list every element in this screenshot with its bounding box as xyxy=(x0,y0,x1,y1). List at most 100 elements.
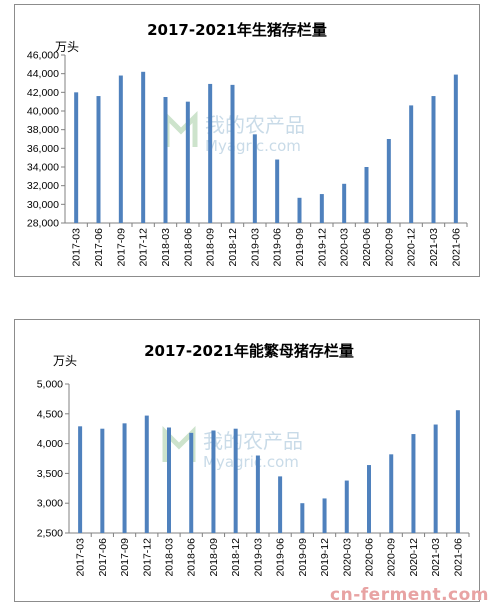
bar xyxy=(189,432,194,533)
y-tick-label: 34,000 xyxy=(27,162,59,174)
bar xyxy=(278,476,283,533)
bar xyxy=(163,97,168,223)
x-tick-label: 2021-06 xyxy=(452,538,464,577)
x-tick-label: 2019-12 xyxy=(316,228,328,267)
bar xyxy=(297,197,302,223)
chart-title: 2017-2021年能繁母猪存栏量 xyxy=(144,342,354,360)
watermark-en: Myagric.com xyxy=(203,453,299,471)
x-tick-label: 2019-06 xyxy=(272,228,284,267)
bar xyxy=(275,159,280,223)
y-tick-label: 3,000 xyxy=(37,498,63,510)
bar xyxy=(208,83,213,223)
x-tick-label: 2020-03 xyxy=(339,228,351,267)
x-tick-label: 2017-06 xyxy=(93,228,105,267)
chart-panel-pig-inventory: 2017-2021年生猪存栏量 万头 我的农产品 Myagric.com 28,… xyxy=(14,4,480,277)
bar xyxy=(78,426,83,533)
x-tick-label: 2021-03 xyxy=(428,228,440,267)
x-tick-label: 2020-12 xyxy=(406,228,418,267)
watermark-cn: 我的农产品 xyxy=(205,113,305,137)
x-tick-label: 2018-12 xyxy=(230,538,242,577)
y-tick-label: 30,000 xyxy=(27,199,59,211)
x-tick-label: 2018-06 xyxy=(182,228,194,267)
bar xyxy=(252,134,257,223)
y-tick-label: 40,000 xyxy=(27,106,59,118)
x-tick-label: 2019-09 xyxy=(294,228,306,267)
bar xyxy=(322,498,327,533)
bar xyxy=(211,430,216,533)
x-tick-label: 2020-09 xyxy=(383,228,395,267)
bar xyxy=(230,84,235,223)
x-tick-label: 2020-06 xyxy=(364,538,376,577)
x-tick-label: 2017-12 xyxy=(138,228,150,267)
y-tick-label: 38,000 xyxy=(27,124,59,136)
unit-label: 万头 xyxy=(55,40,79,54)
x-tick-label: 2017-06 xyxy=(97,538,109,577)
x-tick-label: 2019-06 xyxy=(275,538,287,577)
bar xyxy=(455,410,460,533)
x-tick-label: 2020-09 xyxy=(386,538,398,577)
bar xyxy=(167,427,171,533)
watermark: 我的农产品 Myagric.com xyxy=(162,425,303,471)
chart-panel-sow-inventory: 2017-2021年能繁母猪存栏量 万头 我的农产品 Myagric.com 2… xyxy=(14,319,480,602)
bar xyxy=(342,183,347,223)
unit-label: 万头 xyxy=(53,354,77,368)
y-tick-label: 3,500 xyxy=(37,468,63,480)
bar xyxy=(122,423,127,533)
bar xyxy=(344,480,349,533)
y-tick-label: 28,000 xyxy=(27,218,59,230)
chart-title: 2017-2021年生猪存栏量 xyxy=(147,21,327,39)
bar xyxy=(433,424,438,533)
x-tick-label: 2021-03 xyxy=(430,538,442,577)
bar xyxy=(411,434,416,533)
bar xyxy=(364,167,369,223)
y-tick-label: 44,000 xyxy=(27,68,59,80)
x-tick-label: 2018-09 xyxy=(205,228,217,267)
bar xyxy=(255,455,260,533)
watermark-cn: 我的农产品 xyxy=(203,429,303,453)
bar xyxy=(386,139,391,223)
bar xyxy=(74,92,79,223)
x-tick-label: 2021-06 xyxy=(450,228,462,267)
bar xyxy=(144,415,149,533)
bar xyxy=(96,96,101,223)
y-tick-label: 5,000 xyxy=(37,379,63,391)
x-tick-label: 2018-03 xyxy=(160,228,172,267)
x-tick-label: 2017-09 xyxy=(115,228,127,267)
y-tick-label: 4,000 xyxy=(37,438,63,450)
x-tick-label: 2018-06 xyxy=(186,538,198,577)
bar xyxy=(233,428,238,533)
chart-sow-inventory: 2017-2021年能繁母猪存栏量 万头 我的农产品 Myagric.com 2… xyxy=(37,342,470,577)
x-tick-label: 2019-12 xyxy=(319,538,331,577)
bar xyxy=(431,96,436,223)
watermark: 我的农产品 Myagric.com xyxy=(164,110,305,155)
chart-pig-inventory: 2017-2021年生猪存栏量 万头 我的农产品 Myagric.com 28,… xyxy=(27,21,468,267)
y-tick-label: 36,000 xyxy=(27,143,59,155)
y-tick-label: 46,000 xyxy=(27,50,59,62)
y-tick-label: 42,000 xyxy=(27,87,59,99)
x-tick-label: 2020-03 xyxy=(341,538,353,577)
y-tick-label: 32,000 xyxy=(27,180,59,192)
bar xyxy=(367,465,371,533)
bar xyxy=(185,101,190,223)
watermark-logo-icon xyxy=(164,110,198,147)
x-tick-label: 2017-03 xyxy=(71,228,83,267)
y-tick-label: 4,500 xyxy=(37,408,63,420)
x-tick-label: 2017-03 xyxy=(75,538,87,577)
bar xyxy=(300,503,305,533)
y-tick-label: 2,500 xyxy=(37,528,63,540)
bar xyxy=(100,428,105,533)
bar xyxy=(409,105,414,223)
bar xyxy=(389,454,394,533)
x-tick-label: 2018-09 xyxy=(208,538,220,577)
x-tick-label: 2019-09 xyxy=(297,538,309,577)
x-tick-label: 2018-12 xyxy=(227,228,239,267)
bar xyxy=(141,71,146,223)
x-tick-label: 2018-03 xyxy=(164,538,176,577)
bar xyxy=(118,75,123,224)
bar xyxy=(319,194,324,223)
x-tick-label: 2019-03 xyxy=(249,228,261,267)
x-tick-label: 2017-09 xyxy=(119,538,131,577)
x-tick-label: 2017-12 xyxy=(141,538,153,577)
x-tick-label: 2020-06 xyxy=(361,228,373,267)
corner-watermark: cn-ferment.com xyxy=(330,585,489,605)
